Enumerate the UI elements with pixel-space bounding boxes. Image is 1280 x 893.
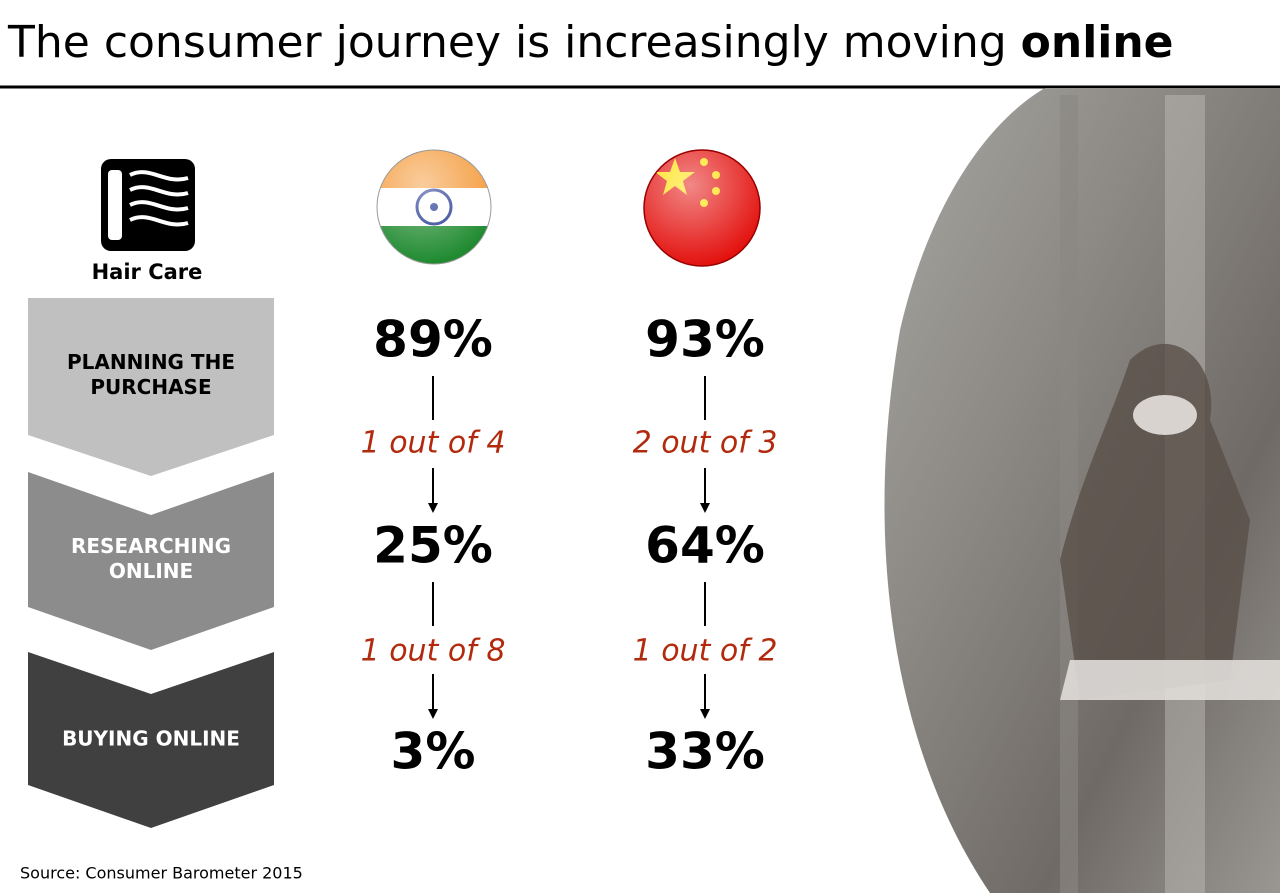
source-note: Source: Consumer Barometer 2015 — [20, 864, 303, 883]
stage-label: ONLINE — [109, 559, 193, 583]
india-flag — [376, 149, 492, 265]
hair-care-icon — [101, 159, 195, 251]
title-text: The consumer journey is increasingly mov… — [7, 17, 1007, 68]
stage-label: RESEARCHING — [71, 534, 231, 558]
arrow-head — [700, 503, 710, 513]
slide-title: The consumer journey is increasingly mov… — [7, 17, 1174, 68]
stage-value: 3% — [391, 723, 476, 781]
china-flag — [643, 149, 761, 267]
arrow-head — [700, 709, 710, 719]
arrow-head — [428, 709, 438, 719]
stage-value: 89% — [373, 311, 493, 369]
photo — [884, 88, 1280, 893]
title-emphasis: online — [1021, 17, 1174, 68]
category-label: Hair Care — [92, 260, 203, 284]
stage-chevron — [28, 472, 274, 650]
stage-label: PURCHASE — [90, 375, 211, 399]
conversion-rate: 1 out of 4 — [361, 426, 506, 461]
stage-chevron — [28, 652, 274, 828]
stage-value: 33% — [645, 723, 765, 781]
conversion-rate: 2 out of 3 — [633, 426, 778, 461]
conversion-rate: 1 out of 2 — [633, 634, 778, 669]
stage-label: PLANNING THE — [67, 350, 235, 374]
stage-value: 64% — [645, 517, 765, 575]
stage-chevron — [28, 298, 274, 476]
arrow-head — [428, 503, 438, 513]
stage-label: BUYING ONLINE — [62, 727, 240, 751]
stage-value: 93% — [645, 311, 765, 369]
conversion-rate: 1 out of 8 — [361, 634, 506, 669]
stage-value: 25% — [373, 517, 493, 575]
